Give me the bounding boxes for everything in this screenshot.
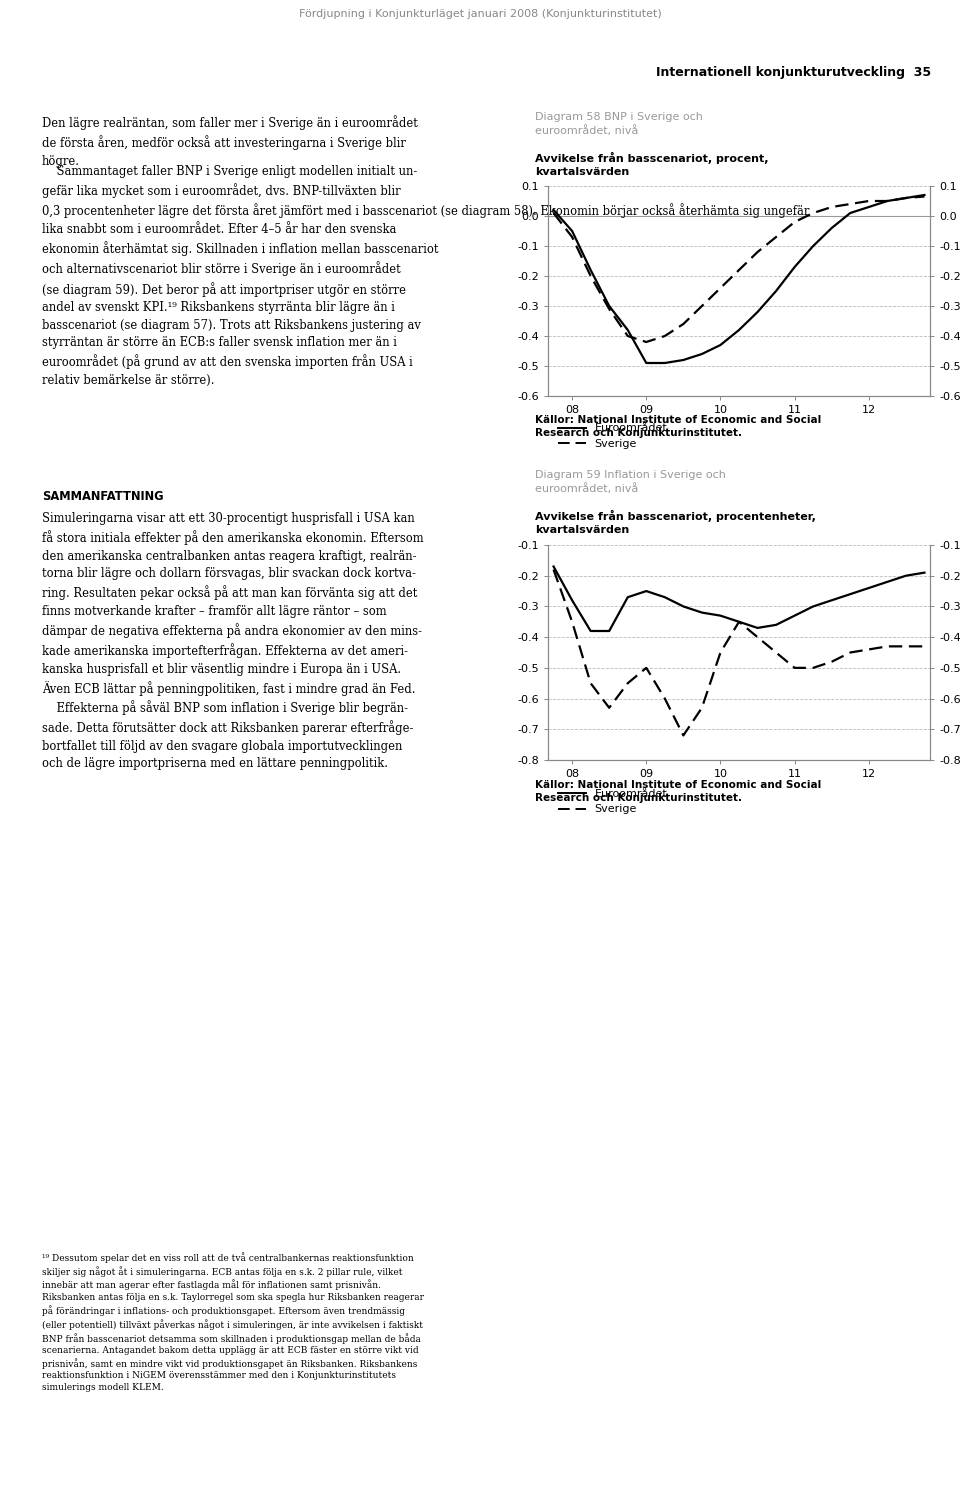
Text: Internationell konjunkturutveckling  35: Internationell konjunkturutveckling 35 <box>656 65 931 79</box>
Text: Simuleringarna visar att ett 30-procentigt husprisfall i USA kan
få stora initia: Simuleringarna visar att ett 30-procenti… <box>42 513 423 697</box>
Text: Avvikelse från basscenariot, procentenheter,
kvartalsvärden: Avvikelse från basscenariot, procentenhe… <box>535 510 816 535</box>
Text: Diagram 58 BNP i Sverige och
euroområdet, nivå: Diagram 58 BNP i Sverige och euroområdet… <box>535 111 703 137</box>
Text: Effekterna på såväl BNP som inflation i Sverige blir begrän-
sade. Detta förutsä: Effekterna på såväl BNP som inflation i … <box>42 700 414 770</box>
Text: Diagram 59 Inflation i Sverige och
euroområdet, nivå: Diagram 59 Inflation i Sverige och euroo… <box>535 470 726 495</box>
Text: Sammantaget faller BNP i Sverige enligt modellen initialt un-
gefär lika mycket : Sammantaget faller BNP i Sverige enligt … <box>42 165 809 386</box>
Text: Källor: National Institute of Economic and Social
Research och Konjunkturinstitu: Källor: National Institute of Economic a… <box>535 780 821 802</box>
Legend: Euroområdet, Sverige: Euroområdet, Sverige <box>554 419 672 453</box>
Text: Den lägre realräntan, som faller mer i Sverige än i euroområdet
de första åren, : Den lägre realräntan, som faller mer i S… <box>42 114 418 168</box>
Legend: Euroområdet, Sverige: Euroområdet, Sverige <box>554 785 672 819</box>
Text: Källor: National Institute of Economic and Social
Research och Konjunkturinstitu: Källor: National Institute of Economic a… <box>535 415 821 438</box>
Text: ¹⁹ Dessutom spelar det en viss roll att de två centralbankernas reaktionsfunktio: ¹⁹ Dessutom spelar det en viss roll att … <box>42 1253 424 1392</box>
Text: Fördjupning i Konjunkturläget januari 2008 (Konjunkturinstitutet): Fördjupning i Konjunkturläget januari 20… <box>299 9 661 19</box>
Text: Avvikelse från basscenariot, procent,
kvartalsvärden: Avvikelse från basscenariot, procent, kv… <box>535 152 769 177</box>
Text: SAMMANFATTNING: SAMMANFATTNING <box>42 490 163 502</box>
